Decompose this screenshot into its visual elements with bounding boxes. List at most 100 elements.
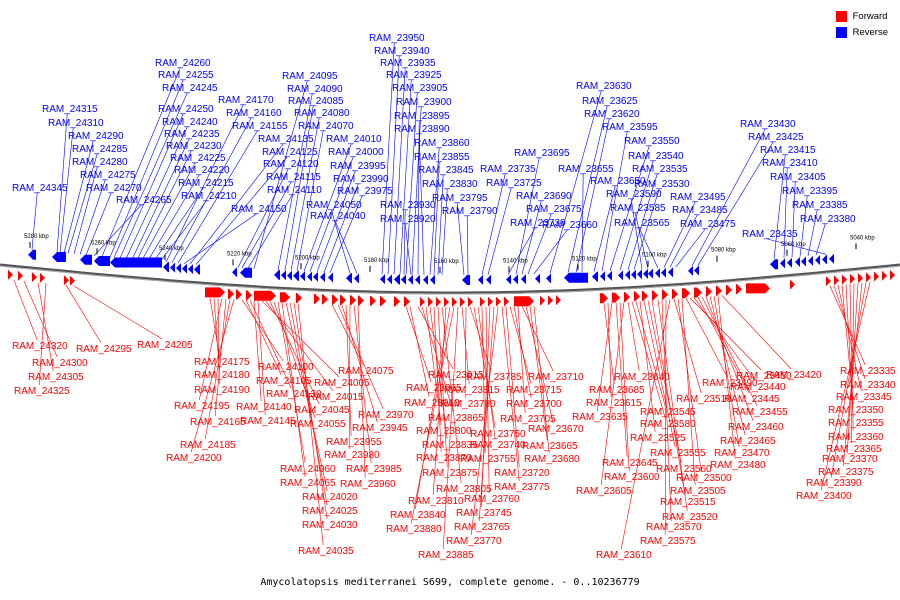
reverse-gene-label: RAM_24135 [258,134,314,145]
reverse-gene-label: RAM_24230 [166,141,222,152]
forward-leader-line [190,299,235,453]
reverse-gene-arrow [648,268,653,279]
forward-gene-label: RAM_23880 [386,524,442,535]
forward-leader-line [505,306,520,468]
forward-gene-label: RAM_23480 [710,460,766,471]
reverse-gene-label: RAM_23535 [632,164,688,175]
forward-gene-label: RAM_24320 [12,341,68,352]
forward-gene-arrow [858,273,863,284]
forward-gene-label: RAM_24065 [280,478,336,489]
forward-leader-line [285,302,328,492]
reverse-leader-line [334,220,358,274]
reverse-gene-label: RAM_23475 [680,219,736,230]
forward-gene-label: RAM_23885 [418,550,474,561]
forward-leader-line [293,302,328,520]
reverse-gene-arrow [182,263,187,274]
scale-tick-label: 5240 kbp [159,246,184,252]
forward-gene-label: RAM_23365 [826,444,882,455]
forward-gene-label: RAM_23575 [640,536,696,547]
forward-leader-line [639,301,656,433]
reverse-leader-line [521,200,542,275]
reverse-leader-line [125,126,188,259]
forward-gene-label: RAM_23370 [822,454,878,465]
reverse-gene-label: RAM_24245 [162,83,218,94]
reverse-gene-label: RAM_23935 [380,58,436,69]
forward-leader-line [273,301,316,419]
forward-gene-label: RAM_24190 [194,385,250,396]
forward-leader-line [842,282,863,467]
reverse-gene-arrow [281,270,286,281]
forward-leader-line [405,306,432,383]
reverse-gene-arrow [535,273,540,284]
forward-gene-label: RAM_23510 [676,394,732,405]
forward-gene-label: RAM_23465 [720,436,776,447]
reverse-leader-line [429,147,440,275]
forward-gene-label: RAM_23360 [828,432,884,443]
reverse-gene-label: RAM_24000 [328,147,384,158]
reverse-leader-line [403,209,406,275]
forward-gene-label: RAM_24165 [190,417,246,428]
reverse-gene-arrow [829,253,834,264]
forward-gene-label: RAM_24145 [240,416,296,427]
reverse-leader-line [399,79,412,275]
reverse-gene-arrow [346,273,352,284]
forward-leader-line [470,306,499,536]
reverse-gene-arrow [521,274,526,285]
forward-gene-label: RAM_23835 [422,440,478,451]
forward-leader-line [529,305,548,441]
forward-gene-label: RAM_23680 [524,454,580,465]
reverse-gene-label: RAM_24220 [174,165,230,176]
forward-gene-arrow [866,272,871,283]
forward-gene-arrow [380,296,386,307]
reverse-gene-arrow [170,262,175,273]
forward-gene-label: RAM_24140 [236,402,292,413]
reverse-gene-label: RAM_24095 [282,71,338,82]
forward-gene-label: RAM_23505 [670,486,726,497]
reverse-gene-label: RAM_24150 [231,204,287,215]
forward-leader-line [277,301,306,464]
forward-gene-arrow [736,284,742,295]
forward-gene-label: RAM_23525 [630,433,686,444]
forward-gene-label: RAM_24015 [308,392,364,403]
reverse-gene-arrow [110,257,162,268]
forward-gene-arrow [350,295,356,306]
forward-leader-line [421,306,454,413]
forward-leader-line [721,295,792,370]
reverse-leader-line [31,192,38,250]
forward-gene-label: RAM_23955 [326,437,382,448]
forward-leader-line [38,283,47,386]
forward-gene-arrow [842,274,847,285]
forward-leader-line [830,282,867,478]
forward-gene-arrow [404,296,410,307]
forward-gene-arrow [874,271,879,282]
reverse-leader-lines [31,42,827,276]
forward-gene-arrow [8,269,13,280]
reverse-leader-line [405,92,418,275]
reverse-gene-arrow [28,249,36,260]
reverse-leader-line [309,156,354,272]
forward-leader-line [627,301,640,372]
reverse-gene-label: RAM_23430 [740,119,796,130]
reverse-leader-line [63,140,94,254]
forward-swatch [835,10,847,22]
forward-leader-line [620,299,671,550]
forward-leader-line [409,306,430,398]
forward-leader-line [643,300,676,448]
scale-tick-label: 5260 kbp [91,240,116,246]
reverse-leader-line [85,192,112,256]
forward-gene-label: RAM_24205 [137,340,193,351]
forward-leader-line [501,306,520,482]
forward-leader-line [437,306,448,468]
forward-gene-arrow [504,296,509,307]
forward-leader-line [689,297,762,371]
reverse-gene-label: RAM_23530 [634,179,690,190]
reverse-gene-label: RAM_23860 [414,138,470,149]
forward-gene-arrow [18,270,23,281]
reverse-leader-line [290,117,320,271]
forward-leader-line [13,280,38,341]
reverse-leader-line [303,143,352,272]
reverse-gene-label: RAM_24255 [158,70,214,81]
reverse-gene-arrow [787,257,792,268]
forward-gene-arrow [480,296,485,307]
reverse-leader-line [119,113,184,259]
